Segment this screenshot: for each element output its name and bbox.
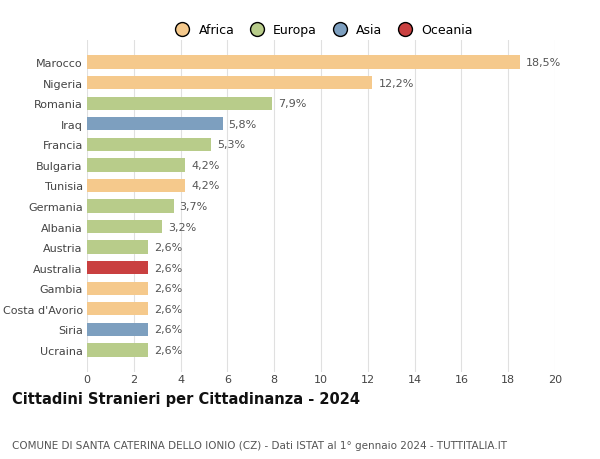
Text: 5,3%: 5,3% <box>217 140 245 150</box>
Text: 2,6%: 2,6% <box>154 325 182 335</box>
Text: 2,6%: 2,6% <box>154 304 182 314</box>
Text: 18,5%: 18,5% <box>526 58 561 68</box>
Bar <box>87 262 148 275</box>
Text: 3,2%: 3,2% <box>168 222 196 232</box>
Text: 2,6%: 2,6% <box>154 242 182 252</box>
Legend: Africa, Europa, Asia, Oceania: Africa, Europa, Asia, Oceania <box>165 19 477 42</box>
Bar <box>87 179 185 193</box>
Text: 2,6%: 2,6% <box>154 263 182 273</box>
Text: 5,8%: 5,8% <box>229 119 257 129</box>
Bar <box>87 118 223 131</box>
Bar <box>87 220 162 234</box>
Bar <box>87 323 148 336</box>
Text: 3,7%: 3,7% <box>179 202 208 212</box>
Bar <box>87 302 148 316</box>
Text: 4,2%: 4,2% <box>191 181 220 191</box>
Text: Cittadini Stranieri per Cittadinanza - 2024: Cittadini Stranieri per Cittadinanza - 2… <box>12 391 360 406</box>
Bar <box>87 56 520 70</box>
Bar <box>87 77 373 90</box>
Bar <box>87 282 148 295</box>
Bar <box>87 97 272 111</box>
Text: 4,2%: 4,2% <box>191 161 220 171</box>
Text: 2,6%: 2,6% <box>154 284 182 294</box>
Bar <box>87 343 148 357</box>
Bar <box>87 200 173 213</box>
Bar <box>87 138 211 151</box>
Bar <box>87 241 148 254</box>
Text: 2,6%: 2,6% <box>154 345 182 355</box>
Text: 7,9%: 7,9% <box>278 99 306 109</box>
Text: 12,2%: 12,2% <box>379 78 414 89</box>
Text: COMUNE DI SANTA CATERINA DELLO IONIO (CZ) - Dati ISTAT al 1° gennaio 2024 - TUTT: COMUNE DI SANTA CATERINA DELLO IONIO (CZ… <box>12 440 507 450</box>
Bar <box>87 159 185 172</box>
